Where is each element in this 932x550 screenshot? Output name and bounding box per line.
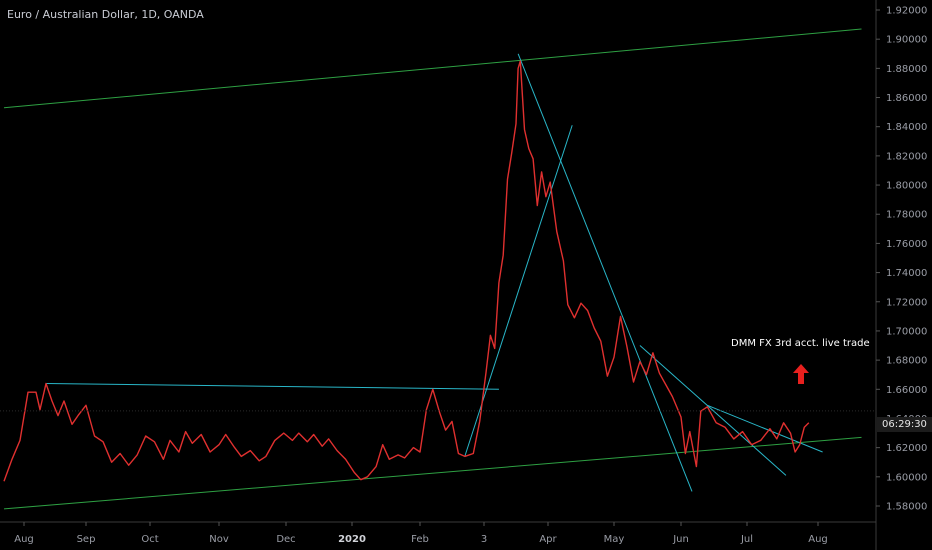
x-tick-label: Sep [77, 534, 96, 545]
trendline [3, 436, 862, 510]
y-tick-label: 1.58000 [886, 502, 927, 513]
x-tick-label: 2020 [338, 534, 366, 545]
y-tick-label: 1.70000 [886, 326, 927, 337]
y-tick-label: 1.74000 [886, 268, 927, 279]
x-tick-label: Oct [141, 534, 158, 545]
y-tick-label: 1.90000 [886, 35, 927, 46]
y-tick-label: 1.86000 [886, 93, 927, 104]
price-line [3, 60, 810, 482]
x-tick-label: Nov [209, 534, 229, 545]
y-tick-label: 1.62000 [886, 443, 927, 454]
x-tick-label: Aug [14, 534, 34, 545]
y-tick-label: 1.84000 [886, 122, 927, 133]
y-tick-label: 1.92000 [886, 6, 927, 17]
y-tick-label: 1.72000 [886, 297, 927, 308]
x-tick-label: Jun [672, 534, 689, 545]
trendline [639, 345, 787, 476]
trendline [3, 28, 862, 109]
x-tick-label: Apr [539, 534, 557, 545]
up-arrow-icon [793, 364, 809, 384]
y-tick-label: 1.60000 [886, 472, 927, 483]
y-tick-label: 1.80000 [886, 181, 927, 192]
y-tick-label: 1.88000 [886, 64, 927, 75]
y-tick-label: 1.76000 [886, 239, 927, 250]
y-tick-label: 1.82000 [886, 151, 927, 162]
x-tick-label: Aug [808, 534, 828, 545]
trendline [517, 53, 693, 492]
annotation-text: DMM FX 3rd acct. live trade [731, 338, 870, 349]
y-tick-label: 1.78000 [886, 210, 927, 221]
x-tick-label: Jul [740, 534, 753, 545]
trendline [45, 382, 499, 390]
current-price-tag: 06:29:30 [876, 417, 932, 432]
x-tick-label: May [604, 534, 625, 545]
x-tick-label: 3 [481, 534, 487, 545]
symbol-title: Euro / Australian Dollar, 1D, OANDA [7, 8, 204, 21]
y-tick-label: 1.68000 [886, 356, 927, 367]
x-tick-label: Dec [276, 534, 295, 545]
y-tick-label: 1.66000 [886, 385, 927, 396]
price-series-layer [0, 60, 876, 482]
trendline [707, 404, 823, 453]
x-tick-label: Feb [411, 534, 429, 545]
